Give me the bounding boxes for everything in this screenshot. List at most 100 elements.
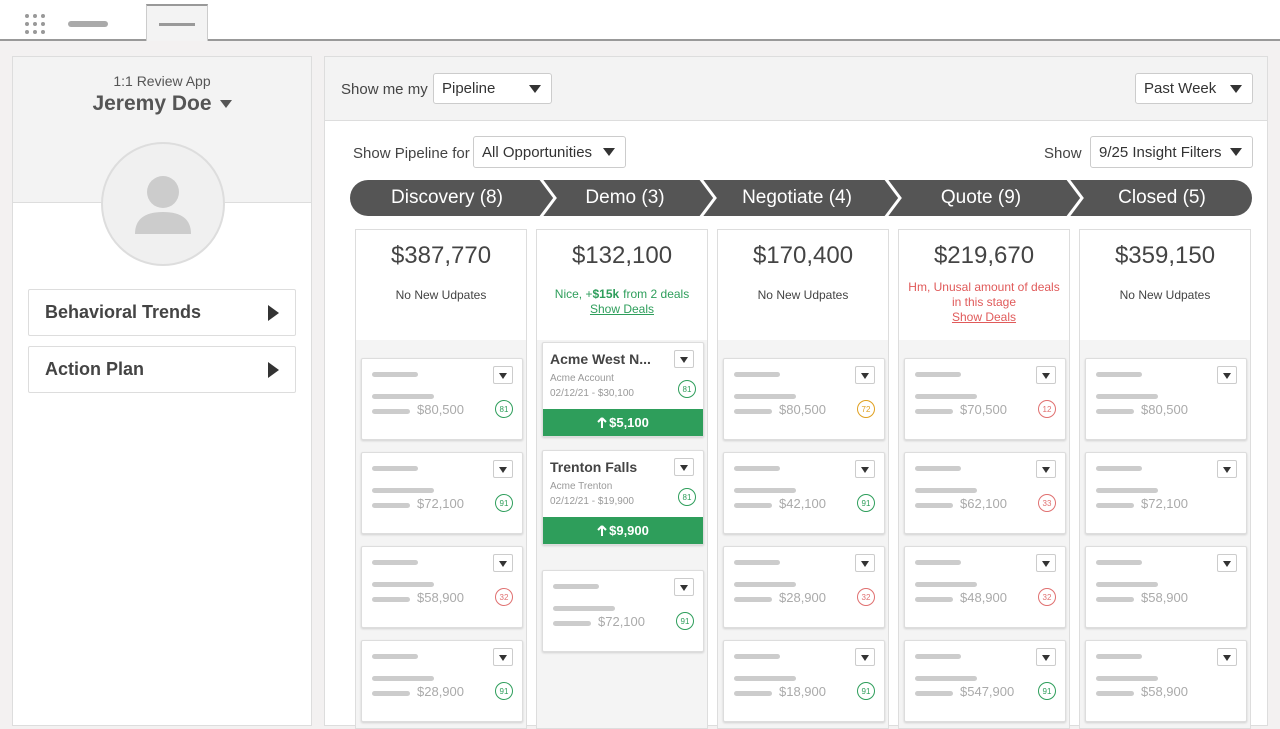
pipeline-select[interactable]: Pipeline	[433, 73, 552, 104]
column-header	[1080, 230, 1250, 340]
deal-amount: $72,100	[598, 614, 645, 629]
placeholder	[372, 503, 410, 508]
stage-label[interactable]: Closed (5)	[1118, 187, 1206, 208]
deal-amount: $18,900	[779, 684, 826, 699]
placeholder	[734, 409, 772, 414]
card-menu[interactable]	[855, 648, 875, 666]
card-menu[interactable]	[493, 648, 513, 666]
placeholder	[915, 582, 977, 587]
card-menu[interactable]	[855, 460, 875, 478]
deal-card[interactable]: $80,500	[1085, 358, 1247, 440]
card-menu[interactable]	[1217, 460, 1237, 478]
menu-item[interactable]: Action Plan	[28, 346, 296, 393]
period-select[interactable]: Past Week	[1135, 73, 1253, 104]
card-menu[interactable]	[855, 366, 875, 384]
deal-card[interactable]: $80,500 81	[361, 358, 523, 440]
stage-label[interactable]: Negotiate (4)	[742, 187, 852, 208]
deal-title: Acme West N...	[550, 351, 651, 367]
deal-amount: $547,900	[960, 684, 1015, 699]
card-menu[interactable]	[493, 460, 513, 478]
score: 91	[495, 682, 513, 700]
show-deals-link[interactable]: Show Deals	[951, 310, 1017, 324]
score: 32	[1038, 588, 1056, 606]
placeholder	[915, 372, 961, 377]
deal-card[interactable]: Acme West N... Acme Account 02/12/21 - $30…	[542, 342, 704, 437]
user-selector[interactable]: Jeremy Doe	[13, 92, 311, 116]
placeholder	[915, 597, 953, 602]
score: 91	[495, 494, 513, 512]
deal-amount: $80,500	[779, 402, 826, 417]
deal-card[interactable]: $58,900	[1085, 546, 1247, 628]
deal-amount: $28,900	[779, 590, 826, 605]
placeholder	[1096, 372, 1142, 377]
nav-tab[interactable]	[68, 21, 108, 27]
card-menu[interactable]	[1217, 366, 1237, 384]
stage-column: $359,150 No New Udpates $80,500 $72,100 $58,…	[1079, 229, 1251, 729]
deal-amount: $48,900	[960, 590, 1007, 605]
deal-card[interactable]: $72,100	[1085, 452, 1247, 534]
card-menu[interactable]	[1036, 460, 1056, 478]
deal-card[interactable]: $80,500 72	[723, 358, 885, 440]
deal-card[interactable]: Trenton Falls Acme Trenton 02/12/21 - $19,…	[542, 450, 704, 545]
deal-card[interactable]: $58,900 32	[361, 546, 523, 628]
card-menu[interactable]	[1217, 554, 1237, 572]
deal-card[interactable]: $48,900 32	[904, 546, 1066, 628]
stage-label[interactable]: Discovery (8)	[391, 187, 503, 208]
deal-card[interactable]: $18,900 91	[723, 640, 885, 722]
stage-label[interactable]: Quote (9)	[940, 187, 1022, 208]
nav-tab-active[interactable]	[146, 4, 208, 41]
card-menu[interactable]	[493, 366, 513, 384]
deal-card[interactable]: $72,100 91	[361, 452, 523, 534]
placeholder	[915, 560, 961, 565]
change-amount: $5,100	[609, 415, 649, 430]
score: 81	[495, 400, 513, 418]
placeholder	[1096, 597, 1134, 602]
deal-card[interactable]: $72,100 91	[542, 570, 704, 652]
card-menu[interactable]	[855, 554, 875, 572]
deal-card[interactable]: $62,100 33	[904, 452, 1066, 534]
placeholder	[372, 597, 410, 602]
deal-card[interactable]: $547,900 91	[904, 640, 1066, 722]
deal-account: Acme Trenton	[550, 481, 613, 492]
menu-item[interactable]: Behavioral Trends	[28, 289, 296, 336]
deal-card[interactable]: $58,900	[1085, 640, 1247, 722]
stage-note: Hm, Unusal amount of deals in this stage	[908, 280, 1060, 309]
card-menu[interactable]	[674, 458, 694, 476]
deal-amount: $80,500	[1141, 402, 1188, 417]
deal-card[interactable]: $70,500 12	[904, 358, 1066, 440]
select-value: All Opportunities	[482, 143, 593, 161]
stage-label[interactable]: Demo (3)	[585, 187, 665, 208]
placeholder	[915, 488, 977, 493]
change-amount: $9,900	[609, 523, 649, 538]
column-header	[899, 230, 1069, 340]
card-menu[interactable]	[1036, 366, 1056, 384]
deal-amount: $42,100	[779, 496, 826, 511]
placeholder	[372, 582, 434, 587]
placeholder	[915, 691, 953, 696]
show-deals-link[interactable]: Show Deals	[589, 302, 655, 316]
deal-card[interactable]: $28,900 91	[361, 640, 523, 722]
stage-total: $359,150	[1114, 242, 1216, 269]
placeholder	[915, 676, 977, 681]
deal-amount: $28,900	[417, 684, 464, 699]
placeholder	[1096, 654, 1142, 659]
deal-card[interactable]: $28,900 32	[723, 546, 885, 628]
insight-select[interactable]: 9/25 Insight Filters	[1090, 136, 1253, 168]
card-menu[interactable]	[1036, 648, 1056, 666]
deal-card[interactable]: $42,100 91	[723, 452, 885, 534]
stage-column: $387,770 No New Udpates $80,500 81 $72,100 91…	[355, 229, 527, 729]
card-menu[interactable]	[493, 554, 513, 572]
stage-note: No New Udpates	[1119, 288, 1211, 302]
placeholder	[1096, 488, 1158, 493]
card-menu[interactable]	[674, 350, 694, 368]
deal-amount: $70,500	[960, 402, 1007, 417]
card-menu[interactable]	[1036, 554, 1056, 572]
placeholder	[372, 488, 434, 493]
menu-label: Behavioral Trends	[45, 302, 202, 322]
deal-amount: $58,900	[1141, 590, 1188, 605]
app-launcher[interactable]	[24, 13, 46, 35]
card-menu[interactable]	[1217, 648, 1237, 666]
stage-bar	[350, 180, 1252, 216]
opportunity-select[interactable]: All Opportunities	[473, 136, 626, 168]
card-menu[interactable]	[674, 578, 694, 596]
